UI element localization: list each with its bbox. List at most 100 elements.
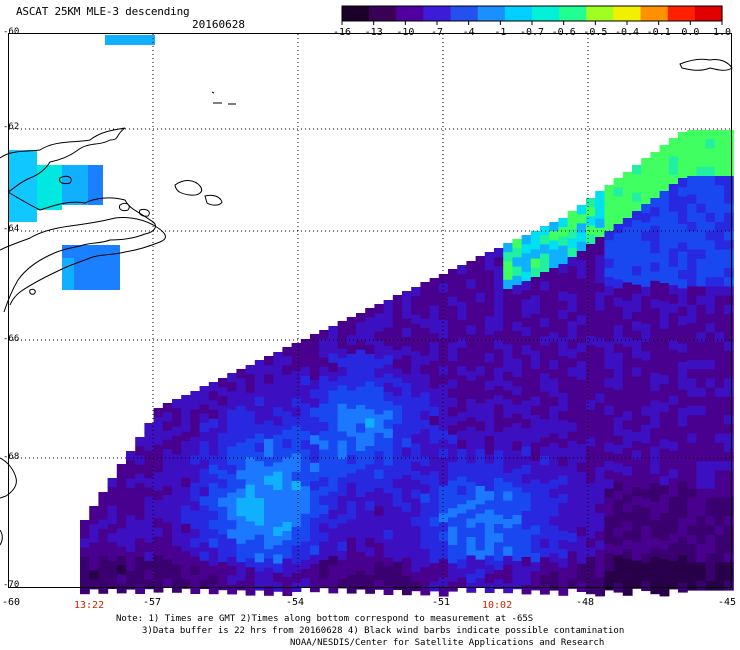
swath-cell [392, 479, 403, 489]
swath-cell [696, 139, 707, 149]
swath-cell [144, 505, 155, 516]
swath-cell [208, 428, 219, 438]
swath-cell [402, 337, 412, 347]
swath-cell [328, 482, 339, 493]
swath-cell [438, 366, 449, 376]
swath-cell [650, 336, 661, 346]
swath-cell [714, 194, 725, 205]
swath-cell [245, 466, 256, 476]
swath-cell [696, 470, 707, 481]
swath-cell [319, 504, 329, 515]
swath-cell [116, 510, 127, 520]
swath-cell [282, 429, 293, 440]
swath-cell [448, 305, 458, 316]
swath-cell [328, 519, 339, 529]
swath-cell [650, 290, 661, 300]
colorbar-segment [559, 6, 587, 21]
swath-cell [337, 560, 348, 570]
swath-cell [576, 333, 587, 344]
swath-cell [595, 448, 605, 459]
swath-cell [466, 307, 477, 317]
swath-cell [604, 194, 615, 204]
swath-cell [310, 481, 320, 491]
swath-cell [641, 526, 651, 536]
swath-cell [632, 431, 642, 442]
colorbar-label: -4 [462, 27, 475, 38]
swath-cell [475, 394, 486, 404]
swath-cell [199, 413, 210, 424]
swath-cell [153, 546, 164, 556]
swath-cell [503, 509, 513, 520]
swath-cell [411, 351, 421, 362]
swath-cell [714, 185, 725, 195]
swath-cell [521, 483, 532, 494]
swath-cell [549, 415, 559, 425]
swath-cell [319, 394, 329, 405]
swath-cell [622, 218, 633, 228]
swath-cell [705, 249, 716, 260]
swath-cell [632, 376, 642, 387]
swath-cell [245, 549, 256, 559]
product-date: 20160628 [192, 18, 245, 31]
swath-cell [438, 430, 449, 441]
swath-cell [144, 561, 155, 571]
swath-cell [337, 514, 348, 524]
swath-cell [448, 370, 458, 380]
swath-cell [475, 366, 486, 377]
swath-cell [530, 304, 541, 315]
swath-cell [678, 343, 688, 354]
swath-cell [687, 176, 697, 186]
swath-cell [328, 381, 339, 391]
swath-cell [696, 516, 707, 527]
swath-cell [687, 525, 697, 536]
swath-cell [346, 372, 357, 382]
swath-cell [503, 473, 513, 483]
swath-cell [365, 335, 375, 346]
swath-cell [558, 576, 569, 587]
swath-cell [705, 580, 716, 591]
swath-cell [291, 471, 302, 482]
swath-cell [604, 415, 615, 425]
swath-cell [705, 194, 716, 205]
swath-cell [549, 314, 559, 324]
swath-cell [714, 369, 725, 379]
swath-cell [264, 429, 274, 440]
swath-cell [328, 399, 339, 410]
swath-cell [484, 491, 495, 501]
swath-cell [632, 183, 642, 194]
swath-cell [300, 541, 311, 552]
swath-cell [328, 583, 339, 594]
swath-cell [540, 456, 550, 466]
swath-cell [613, 224, 624, 234]
swath-cell [567, 312, 578, 322]
swath-cell [512, 423, 523, 433]
swath-cell [540, 253, 550, 264]
swath-cell [457, 559, 467, 570]
swath-cell [429, 554, 440, 564]
swath-cell [724, 222, 734, 232]
swath-cell [383, 585, 394, 595]
swath-cell [144, 496, 155, 507]
swath-cell [494, 441, 504, 451]
swath-cell [144, 469, 155, 479]
swath-cell [264, 457, 274, 467]
swath-cell [696, 479, 707, 490]
swath-cell [190, 455, 201, 466]
swath-cell [420, 410, 431, 421]
swath-cell [687, 433, 697, 444]
swath-cell [337, 385, 348, 396]
swath-cell [356, 543, 366, 553]
swath-cell [530, 323, 541, 333]
swath-cell [475, 412, 486, 423]
swath-cell [714, 378, 725, 389]
swath-cell [411, 287, 421, 297]
swath-cell [448, 351, 458, 362]
swath-cell [172, 426, 182, 437]
swath-cell [549, 580, 559, 591]
swath-cell [512, 294, 523, 304]
swath-cell [172, 509, 182, 520]
swath-cell [153, 472, 164, 483]
swath-cell [126, 497, 136, 507]
swath-cell [494, 386, 504, 396]
swath-cell [457, 338, 467, 349]
